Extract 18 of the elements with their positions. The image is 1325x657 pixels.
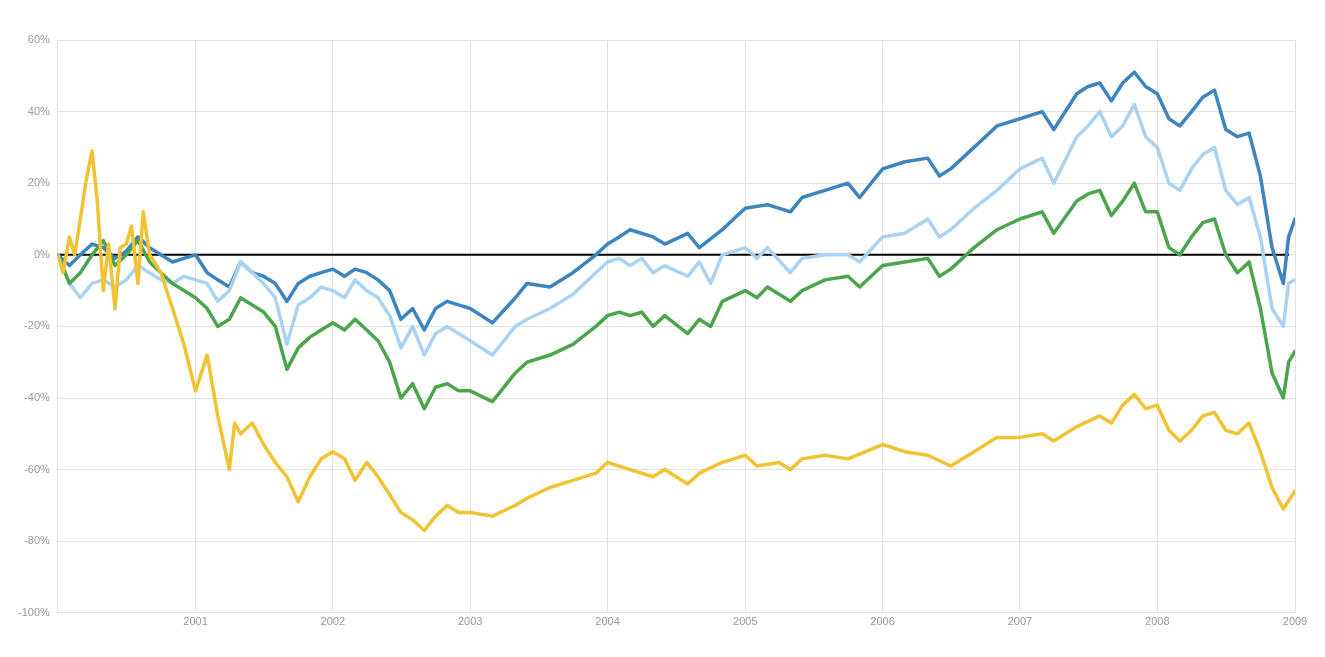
- x-tick-label: 2008: [1145, 615, 1170, 628]
- x-tick-label: 2003: [457, 615, 483, 628]
- y-tick-label: 40%: [27, 104, 50, 117]
- x-tick-label: 2006: [870, 615, 895, 628]
- x-tick-label: 2007: [1007, 615, 1033, 628]
- y-tick-label: 60%: [27, 33, 50, 46]
- x-tick-label: 2004: [595, 615, 620, 628]
- y-tick-label: -40%: [24, 391, 51, 404]
- y-tick-label: -100%: [18, 605, 51, 618]
- x-tick-label: 2005: [733, 615, 758, 628]
- y-tick-label: 0%: [33, 247, 51, 260]
- y-tick-label: -60%: [24, 462, 51, 475]
- x-tick-label: 2009: [1282, 615, 1308, 628]
- x-tick-label: 2002: [320, 615, 346, 628]
- y-tick-label: -80%: [24, 534, 51, 547]
- x-tick-label: 2001: [183, 615, 208, 628]
- y-tick-label: 20%: [27, 176, 50, 189]
- y-tick-label: -20%: [24, 319, 51, 332]
